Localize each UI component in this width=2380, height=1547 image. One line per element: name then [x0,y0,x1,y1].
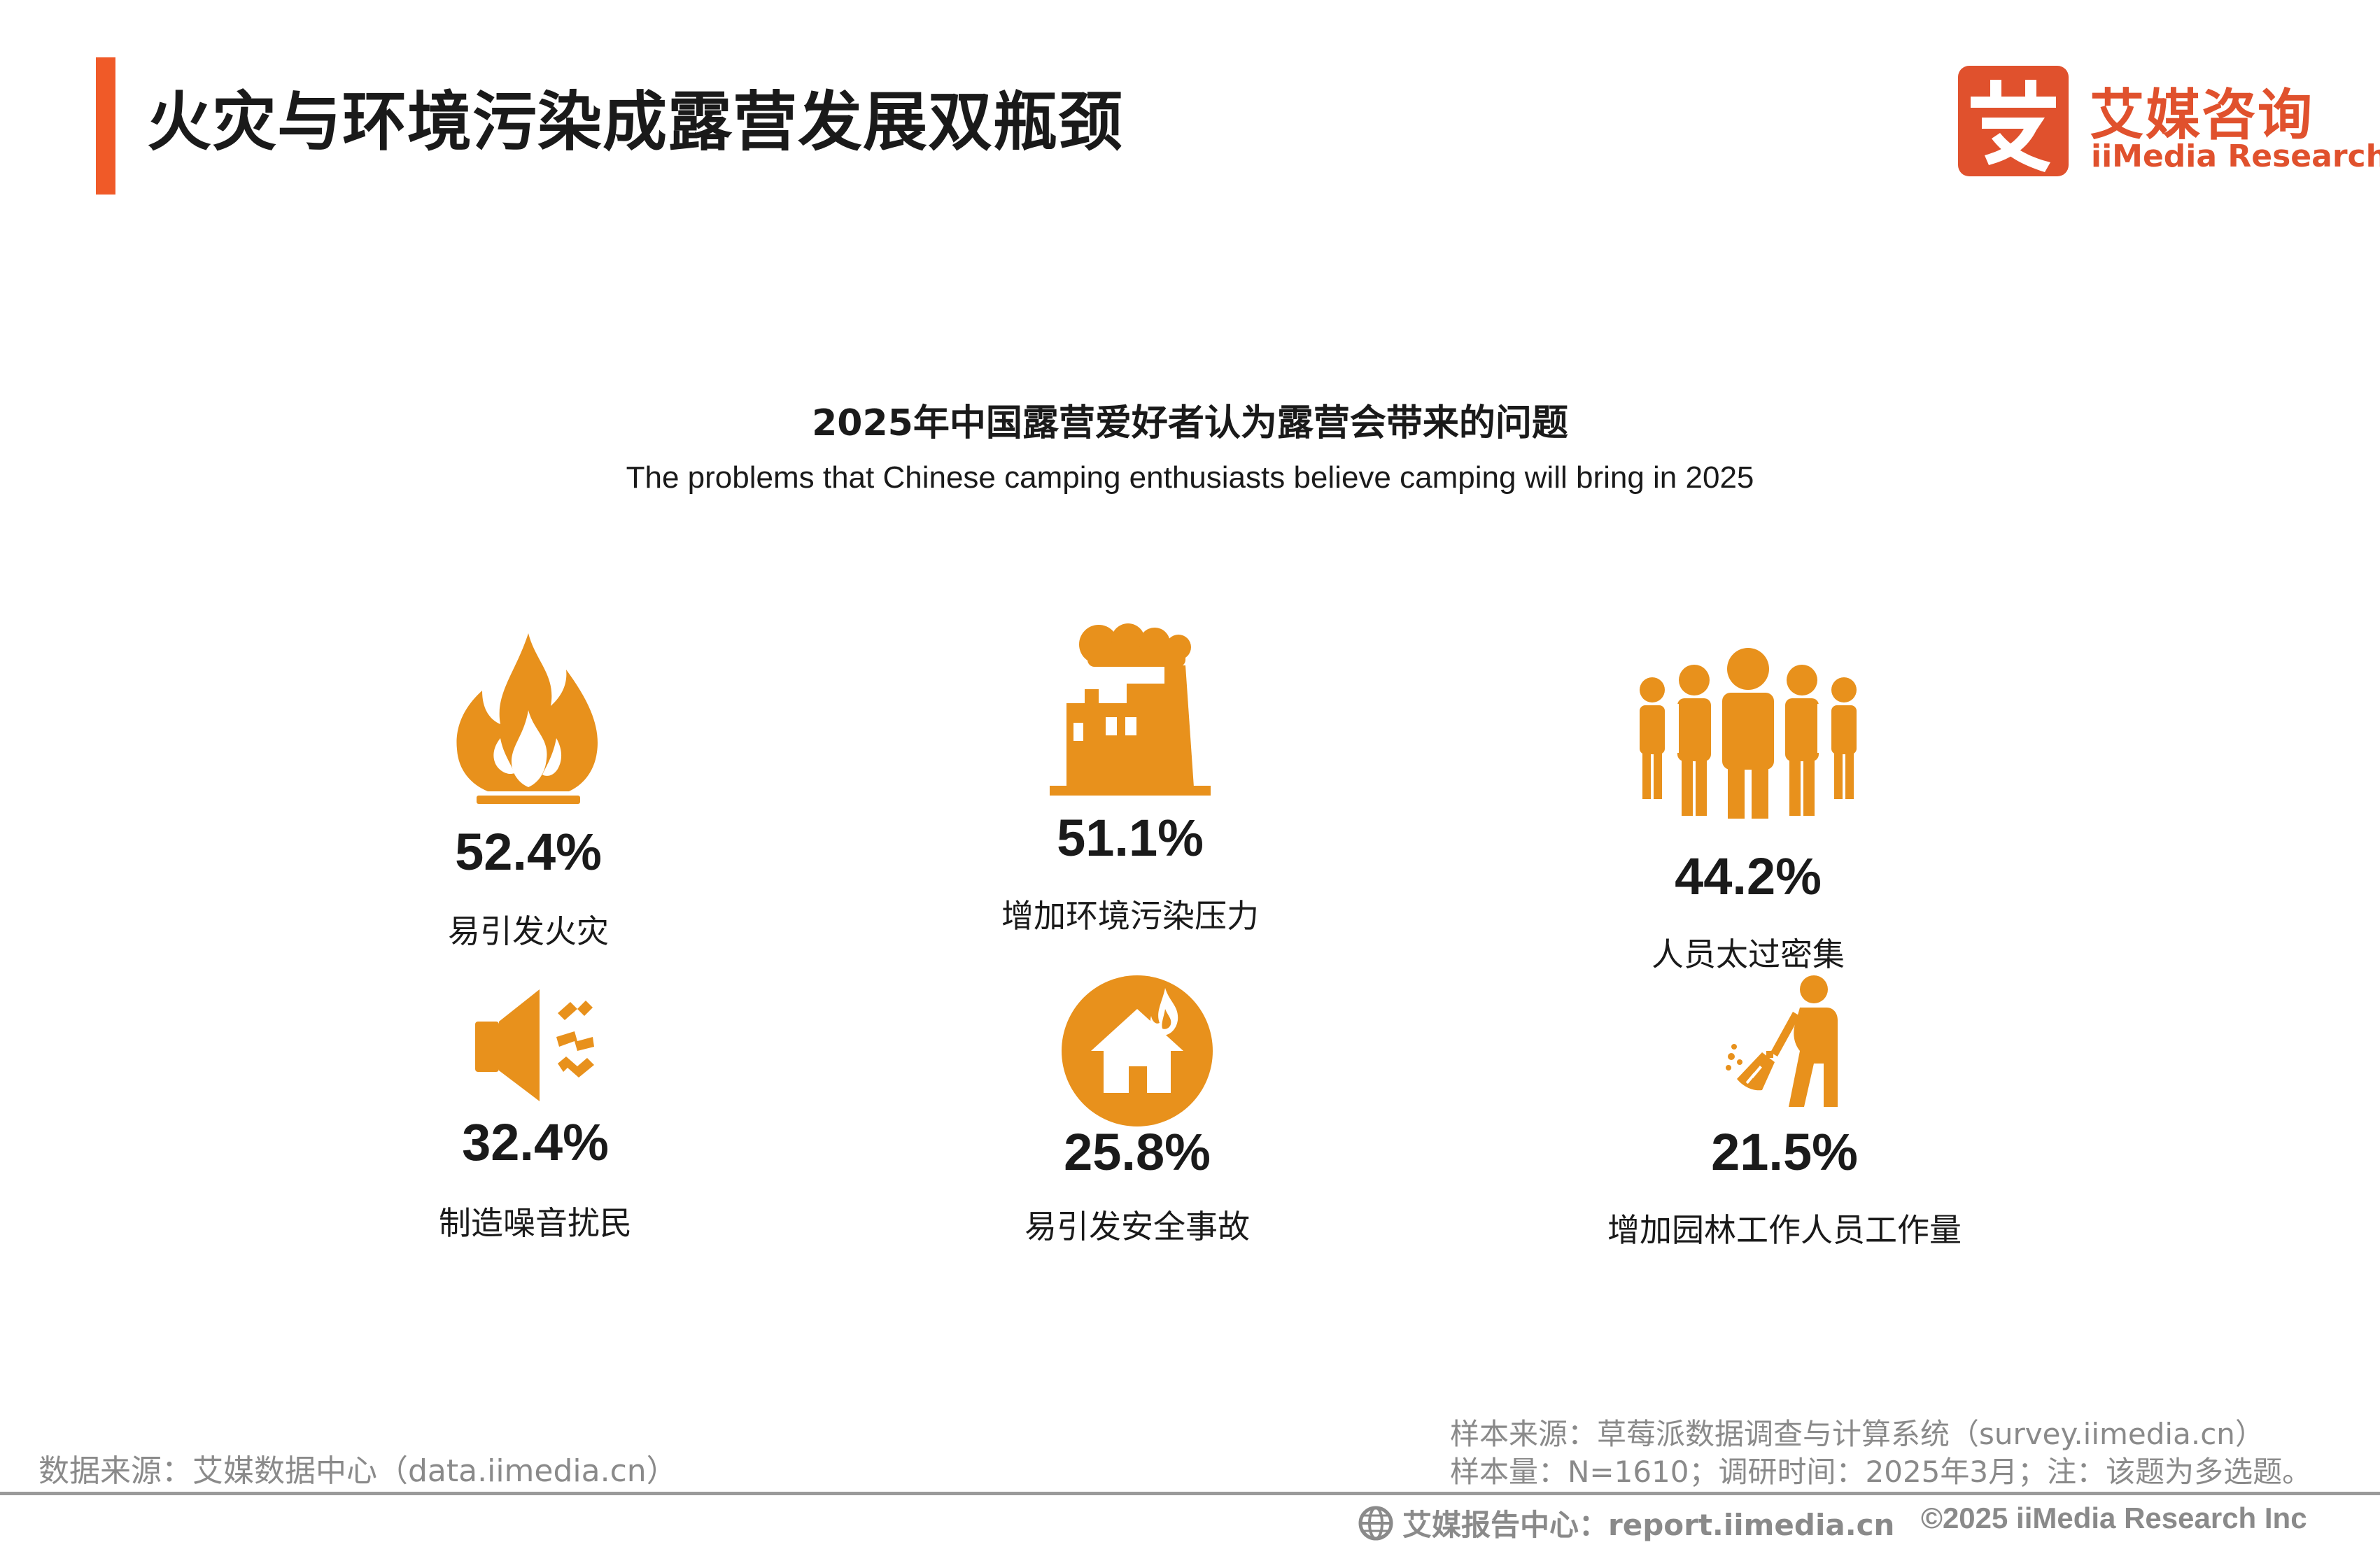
category-label: 增加环境污染压力 [1001,897,1259,935]
category-label: 易引发安全事故 [1024,1208,1250,1245]
house-fire-icon [1062,975,1213,1126]
chart-item-safety: 25.8% 易引发安全事故 [892,974,1382,1245]
title-accent-bar [96,57,115,195]
sweeper-icon [1726,975,1838,1107]
factory-icon [1050,623,1211,796]
category-label: 制造噪音扰民 [439,1204,632,1242]
speaker-icon [475,989,594,1101]
chart-item-noise: 32.4% 制造噪音扰民 [290,988,780,1242]
brand-logo: 艾媒咨询 iiMedia Research [1958,66,2380,178]
logo-name-cn: 艾媒咨询 [2090,84,2314,147]
globe-icon [1358,1506,1393,1540]
report-center-text: 艾媒报告中心：report.iimedia.cn [1402,1508,1895,1542]
category-label: 增加园林工作人员工作量 [1607,1211,1962,1249]
chart-item-factory: 51.1% 增加环境污染压力 [885,619,1375,935]
chart-item-workload: 21.5% 增加园林工作人员工作量 [1540,974,2029,1249]
value-label: 44.2% [1675,847,1822,905]
value-label: 32.4% [462,1113,609,1171]
report-center: 艾媒报告中心：report.iimedia.cn [1358,1502,1894,1544]
chart-item-fire: 52.4% 易引发火灾 [283,633,773,950]
fire-icon [456,633,598,804]
logo-mark-icon [1958,66,2069,176]
copyright: ©2025 iiMedia Research Inc [1921,1502,2307,1534]
chart-item-crowd: 44.2% 人员太过密集 [1503,644,1993,973]
category-label: 易引发火灾 [448,912,609,950]
chart-title: 2025年中国露营爱好者认为露营会带来的问题 [812,402,1568,444]
page-title: 火灾与环境污染成露营发展双瓶颈 [147,85,1124,160]
logo-name-en: iiMedia Research [2091,139,2380,174]
crowd-icon [1640,648,1857,819]
data-source: 数据来源：艾媒数据中心（data.iimedia.cn） [38,1453,677,1489]
value-label: 21.5% [1711,1123,1858,1181]
category-label: 人员太过密集 [1652,935,1845,973]
value-label: 25.8% [1064,1123,1211,1181]
sample-source: 样本来源：草莓派数据调查与计算系统（survey.iimedia.cn） [1450,1417,2265,1451]
value-label: 51.1% [1057,809,1204,867]
footer-divider [0,1492,2380,1495]
sample-info: 样本量：N=1610；调研时间：2025年3月；注：该题为多选题。 [1450,1455,2312,1489]
value-label: 52.4% [455,823,602,881]
chart-subtitle: The problems that Chinese camping enthus… [626,460,1754,495]
